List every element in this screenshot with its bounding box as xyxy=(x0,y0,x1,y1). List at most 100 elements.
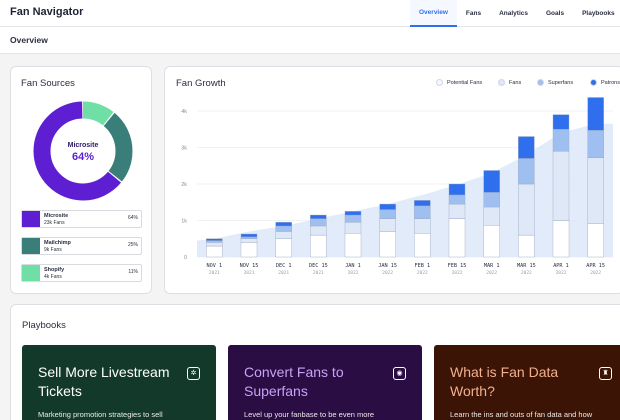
bar-patrons[interactable] xyxy=(310,218,327,227)
bar-superfans[interactable] xyxy=(552,150,570,221)
playbook-title: Sell More Livestream Tickets xyxy=(38,364,170,399)
bar-potential-fans[interactable] xyxy=(587,97,604,131)
bar-fans[interactable] xyxy=(310,234,327,258)
bar-superfans[interactable] xyxy=(344,222,362,234)
x-tick-year: 2022 xyxy=(590,270,601,276)
bar-potential-fans[interactable] xyxy=(310,214,327,219)
bar-patrons[interactable] xyxy=(206,240,223,243)
bar-potential-fans[interactable] xyxy=(414,200,431,207)
y-tick-label: 0 xyxy=(184,255,187,261)
legend-item-microsite[interactable]: Microsite 23k Fans 64% xyxy=(21,210,142,228)
x-tick-year: 2022 xyxy=(452,270,463,276)
bar-superfans[interactable] xyxy=(448,203,466,219)
x-tick-label: JAN 15 xyxy=(378,263,397,269)
bar-fans[interactable] xyxy=(379,231,396,258)
bar-patrons[interactable] xyxy=(448,194,466,205)
bar-superfans[interactable] xyxy=(206,242,223,247)
legend-label: Superfans xyxy=(548,79,574,86)
x-tick-label: MAR 1 xyxy=(484,263,500,269)
x-tick-label: JAN 1 xyxy=(345,263,361,269)
legend-dot-potential-fans xyxy=(436,79,443,86)
bar-superfans[interactable] xyxy=(275,231,292,239)
bar-potential-fans[interactable] xyxy=(275,222,292,227)
donut-segment-shopify[interactable] xyxy=(33,101,133,201)
tab-analytics[interactable]: Analytics xyxy=(499,10,528,17)
bar-potential-fans[interactable] xyxy=(240,233,258,238)
bar-fans[interactable] xyxy=(552,220,570,258)
x-tick-label: DEC 1 xyxy=(276,263,292,269)
bar-patrons[interactable] xyxy=(483,192,500,208)
legend-potential-fans[interactable]: Potential Fans xyxy=(436,79,482,86)
playbook-description: Level up your fanbase to be even more xyxy=(244,410,375,419)
bar-patrons[interactable] xyxy=(344,214,362,223)
bar-patrons[interactable] xyxy=(518,158,535,185)
bar-potential-fans[interactable] xyxy=(552,114,570,130)
bar-fans[interactable] xyxy=(344,233,362,258)
bar-superfans[interactable] xyxy=(414,218,431,234)
x-tick-year: 2021 xyxy=(209,270,220,276)
x-tick-label: NOV 1 xyxy=(207,263,223,269)
playbook-title: Convert Fans to Superfans xyxy=(244,364,344,399)
x-tick-label: FEB 1 xyxy=(415,263,431,269)
bar-superfans[interactable] xyxy=(240,238,258,243)
fan-sources-card: Fan Sources Microsite 64% Microsite 23k … xyxy=(10,66,152,294)
legend-label: Patrons xyxy=(601,79,620,86)
bar-potential-fans[interactable] xyxy=(379,203,396,210)
bar-patrons[interactable] xyxy=(379,209,396,219)
tab-overview[interactable]: Overview xyxy=(410,0,457,27)
legend-percent: 25% xyxy=(127,242,138,248)
bar-potential-fans[interactable] xyxy=(206,238,223,241)
bar-patrons[interactable] xyxy=(414,205,431,219)
x-tick-label: MAR 15 xyxy=(517,263,536,269)
bar-superfans[interactable] xyxy=(310,225,327,236)
legend-fans[interactable]: Fans xyxy=(498,79,521,86)
bar-superfans[interactable] xyxy=(483,206,500,226)
bar-superfans[interactable] xyxy=(587,157,604,224)
bar-patrons[interactable] xyxy=(587,130,604,158)
bar-potential-fans[interactable] xyxy=(518,136,535,159)
donut-center-label: Microsite xyxy=(68,142,99,149)
bar-fans[interactable] xyxy=(448,218,466,258)
legend-superfans[interactable]: Superfans xyxy=(537,79,573,86)
legend-swatch-mailchimp xyxy=(22,238,40,254)
bar-potential-fans[interactable] xyxy=(344,211,362,216)
donut-segment-mailchimp[interactable] xyxy=(33,101,133,201)
playbook-description: Learn the ins and outs of fan data and h… xyxy=(450,410,593,419)
playbook-title: What is Fan Data Worth? xyxy=(450,364,559,399)
top-navigation-bar: Fan Navigator Overview Fans Analytics Go… xyxy=(0,0,620,27)
app-title: Fan Navigator xyxy=(10,6,84,18)
x-tick-year: 2022 xyxy=(521,270,532,276)
x-tick-year: 2022 xyxy=(417,270,428,276)
legend-item-shopify[interactable]: Shopify 4k Fans 11% xyxy=(21,264,142,282)
bar-potential-fans[interactable] xyxy=(448,183,466,196)
legend-item-mailchimp[interactable]: Mailchimp 9k Fans 25% xyxy=(21,237,142,255)
main-tabs: Overview Fans Analytics Goals Playbooks xyxy=(410,0,620,27)
bar-fans[interactable] xyxy=(240,242,258,258)
tab-playbooks[interactable]: Playbooks xyxy=(582,10,615,17)
legend-count: 9k Fans xyxy=(44,247,62,253)
bar-fans[interactable] xyxy=(587,223,604,258)
bar-fans[interactable] xyxy=(275,238,292,258)
bar-superfans[interactable] xyxy=(518,183,535,236)
tab-goals[interactable]: Goals xyxy=(546,10,565,17)
bar-superfans[interactable] xyxy=(379,218,396,232)
playbook-card-superfans[interactable]: Convert Fans to Superfans Level up your … xyxy=(228,345,422,420)
bar-fans[interactable] xyxy=(206,245,223,258)
legend-percent: 11% xyxy=(128,269,138,275)
bar-patrons[interactable] xyxy=(240,236,258,239)
donut-segment-microsite[interactable] xyxy=(33,101,133,201)
playbook-description: Marketing promotion strategies to sell xyxy=(38,410,163,419)
bar-fans[interactable] xyxy=(414,233,431,258)
bar-fans[interactable] xyxy=(518,234,535,258)
bar-patrons[interactable] xyxy=(275,225,292,232)
bar-potential-fans[interactable] xyxy=(483,170,500,193)
legend-patrons[interactable]: Patrons xyxy=(590,79,620,86)
playbook-card-livestream[interactable]: Sell More Livestream Tickets Marketing p… xyxy=(22,345,216,420)
bar-patrons[interactable] xyxy=(552,129,570,152)
page-header: Overview xyxy=(0,27,620,54)
tab-fans[interactable]: Fans xyxy=(465,10,482,17)
playbook-card-fan-data[interactable]: What is Fan Data Worth? Learn the ins an… xyxy=(434,345,620,420)
x-tick-year: 2021 xyxy=(278,270,289,276)
bar-fans[interactable] xyxy=(483,225,500,258)
legend-name: Microsite xyxy=(44,213,69,219)
